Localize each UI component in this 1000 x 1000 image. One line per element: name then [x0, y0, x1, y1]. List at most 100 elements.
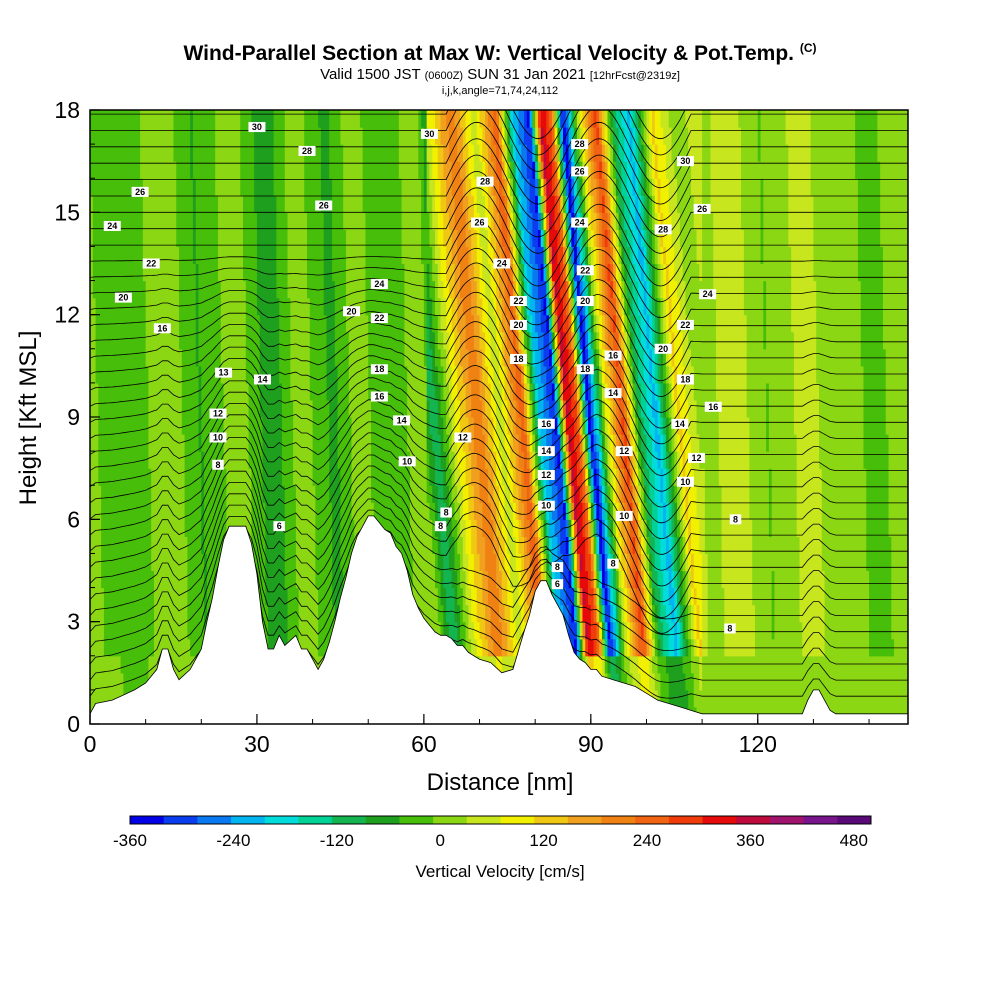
velocity-cell — [167, 468, 172, 486]
velocity-cell — [827, 536, 831, 555]
velocity-cell — [315, 485, 319, 503]
velocity-cell — [590, 434, 595, 452]
velocity-cell — [407, 536, 411, 555]
velocity-cell — [468, 587, 472, 606]
velocity-cell — [103, 621, 108, 640]
velocity-cell — [690, 502, 695, 520]
velocity-cell — [429, 553, 433, 572]
velocity-cell — [268, 502, 272, 520]
velocity-cell — [855, 536, 859, 555]
velocity-cell — [863, 519, 867, 537]
velocity-cell — [677, 434, 681, 452]
velocity-cell — [754, 587, 759, 606]
velocity-cell — [284, 502, 289, 520]
velocity-cell — [802, 689, 806, 708]
velocity-cell — [874, 434, 878, 452]
velocity-cell — [159, 638, 163, 657]
velocity-cell — [237, 434, 241, 452]
velocity-cell — [788, 485, 792, 503]
velocity-cell — [190, 570, 194, 589]
velocity-cell — [857, 587, 862, 606]
velocity-cell — [345, 536, 350, 555]
velocity-cell — [98, 672, 102, 691]
velocity-cell — [793, 468, 798, 486]
velocity-cell — [134, 672, 138, 691]
velocity-cell — [896, 519, 901, 537]
velocity-cell — [791, 553, 795, 572]
velocity-cell — [855, 434, 859, 452]
velocity-cell — [485, 451, 489, 469]
velocity-cell — [270, 570, 275, 589]
velocity-cell — [407, 553, 411, 572]
velocity-cell — [863, 672, 867, 691]
velocity-cell — [401, 485, 406, 503]
velocity-cell — [844, 485, 848, 503]
velocity-cell — [574, 536, 578, 555]
velocity-cell — [362, 502, 367, 520]
velocity-cell — [540, 519, 545, 537]
velocity-cell — [760, 570, 764, 589]
velocity-cell — [565, 451, 570, 469]
velocity-cell — [799, 468, 803, 486]
velocity-cell — [398, 434, 403, 452]
velocity-cell — [504, 502, 508, 520]
velocity-cell — [727, 434, 731, 452]
velocity-cell — [98, 553, 102, 572]
velocity-cell — [668, 553, 673, 572]
velocity-cell — [265, 604, 269, 623]
velocity-cell — [635, 434, 639, 452]
velocity-cell — [145, 502, 150, 520]
velocity-cell — [131, 536, 136, 555]
velocity-cell — [618, 621, 623, 640]
velocity-cell — [741, 468, 745, 486]
velocity-cell — [601, 434, 606, 452]
velocity-cell — [176, 621, 180, 640]
velocity-cell — [724, 468, 728, 486]
velocity-cell — [568, 587, 572, 606]
velocity-cell — [515, 553, 520, 572]
velocity-cell — [640, 502, 645, 520]
velocity-cell — [863, 536, 867, 555]
velocity-cell — [499, 655, 503, 674]
velocity-cell — [379, 434, 383, 452]
velocity-cell — [813, 655, 817, 674]
velocity-cell — [902, 672, 906, 691]
velocity-cell — [643, 451, 648, 469]
velocity-cell — [373, 468, 378, 486]
velocity-cell — [115, 468, 119, 486]
velocity-cell — [462, 604, 467, 623]
velocity-cell — [688, 655, 692, 674]
velocity-cell — [699, 468, 703, 486]
velocity-cell — [131, 502, 136, 520]
velocity-cell — [179, 468, 183, 486]
velocity-cell — [490, 485, 495, 503]
velocity-cell — [888, 655, 892, 674]
velocity-cell — [540, 553, 545, 572]
velocity-cell — [95, 672, 99, 691]
velocity-cell — [766, 485, 770, 503]
velocity-cell — [824, 672, 828, 691]
velocity-cell — [615, 570, 620, 589]
velocity-cell — [195, 604, 200, 623]
velocity-cell — [766, 570, 770, 589]
velocity-cell — [151, 502, 155, 520]
velocity-cell — [846, 536, 851, 555]
velocity-cell — [841, 485, 845, 503]
velocity-cell — [635, 604, 639, 623]
velocity-cell — [905, 587, 908, 606]
velocity-cell — [768, 621, 773, 640]
velocity-cell — [688, 672, 692, 691]
velocity-cell — [307, 434, 311, 452]
velocity-cell — [818, 553, 823, 572]
velocity-cell — [601, 570, 606, 589]
velocity-cell — [418, 553, 422, 572]
velocity-cell — [601, 519, 606, 537]
velocity-cell — [791, 502, 795, 520]
velocity-cell — [576, 638, 581, 657]
velocity-cell — [741, 451, 745, 469]
velocity-cell — [760, 689, 764, 708]
velocity-cell — [471, 604, 475, 623]
velocity-cell — [106, 655, 111, 674]
velocity-cell — [841, 468, 845, 486]
velocity-cell — [624, 570, 628, 589]
